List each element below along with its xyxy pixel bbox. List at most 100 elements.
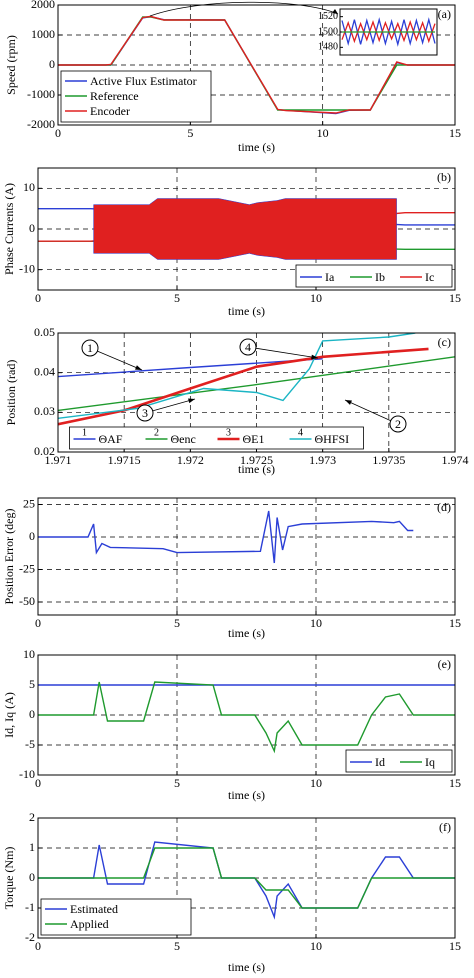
annotation-text: 4 — [245, 340, 251, 354]
x-tick-label: 1.9715 — [108, 453, 141, 467]
legend-number: 1 — [82, 427, 87, 438]
annotation-text: 1 — [87, 341, 93, 355]
y-tick-label: 0 — [29, 707, 35, 721]
plot-frame — [57, 4, 456, 126]
x-tick-label: 1.971 — [45, 453, 72, 467]
annotation-circle — [81, 339, 99, 357]
annotation-circle — [136, 404, 154, 422]
legend-label: ΘHFSI — [315, 432, 350, 446]
legend-label: Reference — [90, 89, 139, 103]
series-line — [38, 510, 414, 564]
x-tick-label: 0 — [35, 616, 41, 630]
legend-box — [295, 264, 453, 288]
y-tick-label: 0.04 — [34, 364, 55, 378]
series-line — [38, 681, 455, 754]
series-line — [58, 358, 323, 378]
y-tick-label: 0 — [49, 57, 55, 71]
plot-frame — [37, 167, 456, 291]
x-tick-label: 10 — [310, 776, 322, 790]
series-band — [93, 198, 397, 260]
x-axis-label: time (s) — [228, 960, 265, 974]
panel-label: (d) — [437, 500, 451, 514]
x-tick-label: 15 — [449, 616, 461, 630]
x-tick-label: 5 — [174, 776, 180, 790]
x-tick-label: 1.9735 — [372, 453, 405, 467]
annotation-arrow — [344, 399, 399, 425]
annotation-text: 2 — [395, 417, 401, 431]
inset-tick-label: 1480 — [318, 42, 338, 53]
annotation-arrow-head — [311, 354, 318, 360]
y-tick-label: 2000 — [31, 0, 55, 11]
legend-box — [40, 898, 192, 936]
x-axis-label: time (s) — [228, 304, 265, 318]
x-tick-label: 5 — [174, 291, 180, 305]
x-tick-label: 5 — [187, 126, 193, 140]
annotation-circle — [389, 415, 407, 433]
y-tick-label: 0 — [29, 870, 35, 884]
legend-label: Ic — [425, 270, 434, 284]
y-tick-label: 2 — [29, 810, 35, 824]
x-tick-label: 1.974 — [442, 453, 469, 467]
panel-label: (c) — [438, 335, 451, 349]
legend-box — [345, 749, 453, 773]
legend-label: Ib — [375, 270, 385, 284]
x-tick-label: 1.9725 — [240, 453, 273, 467]
inset-tick-label: 1520 — [318, 11, 338, 22]
legend-label: Id — [375, 755, 385, 769]
panel-label: (f) — [439, 820, 451, 834]
y-tick-label: -50 — [19, 594, 35, 608]
y-tick-label: 0 — [29, 221, 35, 235]
x-axis-label: time (s) — [228, 626, 265, 640]
y-axis-label: Torque (Nm) — [2, 847, 16, 910]
plot-frame — [57, 332, 456, 453]
y-tick-label: 10 — [23, 180, 35, 194]
plot-area — [38, 498, 455, 615]
series-line — [58, 15, 455, 114]
x-tick-label: 10 — [310, 291, 322, 305]
annotation-circle — [239, 338, 257, 356]
x-tick-label: 0 — [35, 776, 41, 790]
x-tick-label: 15 — [449, 939, 461, 953]
y-axis-label: Phase Currents (A) — [2, 183, 16, 275]
plot-frame — [37, 497, 456, 616]
y-axis-label: Id, Iq (A) — [2, 692, 16, 738]
annotation-arrow-head — [188, 398, 195, 404]
y-tick-label: 25 — [23, 496, 35, 510]
legend-label: Ia — [325, 270, 335, 284]
x-tick-label: 15 — [449, 126, 461, 140]
panel-label: (e) — [438, 657, 451, 671]
series-line — [58, 333, 416, 419]
series-line — [58, 356, 455, 412]
y-tick-label: -25 — [19, 561, 35, 575]
series-line — [38, 841, 455, 920]
y-tick-label: -10 — [19, 261, 35, 275]
y-tick-label: 1 — [29, 840, 35, 854]
annotation-arrow-head — [345, 400, 352, 405]
legend-label: Active Flux Estimator — [90, 74, 197, 88]
x-tick-label: 0 — [35, 939, 41, 953]
legend-label: ΘAF — [99, 432, 123, 446]
y-tick-label: 0.02 — [34, 444, 55, 458]
annotation-text: 3 — [142, 406, 148, 420]
x-tick-label: 10 — [310, 616, 322, 630]
x-axis-label: time (s) — [228, 788, 265, 802]
x-tick-label: 15 — [449, 776, 461, 790]
legend-label: Θenc — [171, 432, 196, 446]
legend-label: Encoder — [90, 104, 130, 118]
y-tick-label: 1000 — [31, 27, 55, 41]
legend-label: Iq — [425, 755, 435, 769]
y-tick-label: 10 — [23, 647, 35, 661]
y-axis-label: Position Error (deg) — [2, 509, 16, 605]
y-tick-label: -1 — [25, 900, 35, 914]
inset-tick-label: 1500 — [318, 26, 338, 37]
legend-label: Estimated — [70, 902, 118, 916]
series-line — [38, 847, 455, 909]
y-tick-label: 0.05 — [34, 325, 55, 339]
y-tick-label: -10 — [19, 767, 35, 781]
legend-number: 3 — [226, 427, 231, 438]
y-tick-label: 0.03 — [34, 404, 55, 418]
annotation-arrow — [247, 346, 319, 359]
plot-frame — [37, 817, 456, 939]
x-tick-label: 5 — [174, 616, 180, 630]
